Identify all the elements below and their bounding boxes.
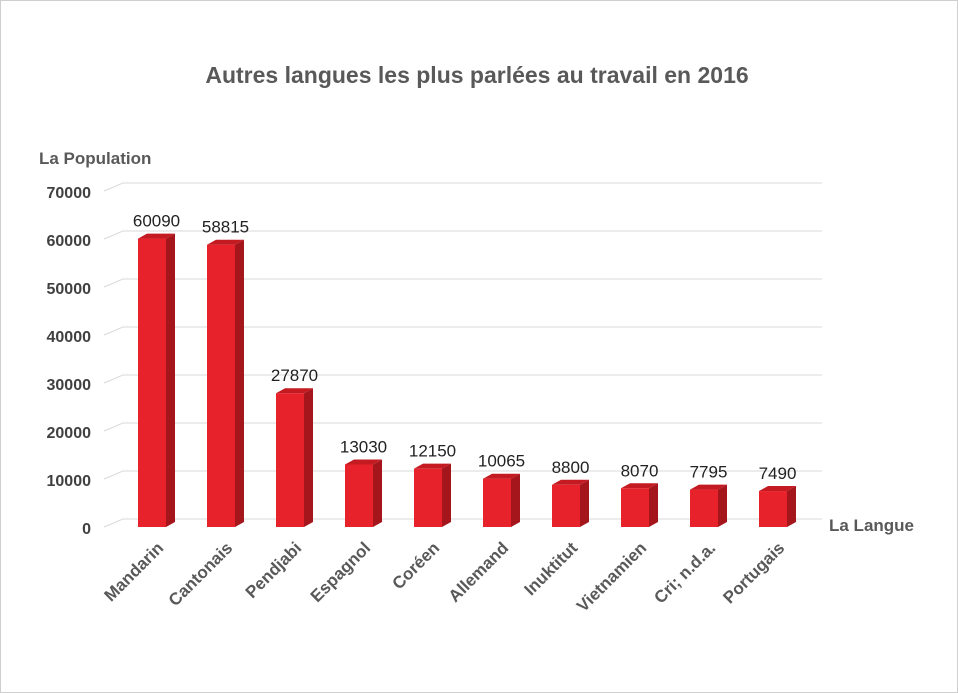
data-label: 58815 (202, 218, 249, 237)
data-label: 7795 (690, 463, 728, 482)
data-labels: 60090 58815 27870 13030 12150 10065 8800 8070 77… (133, 212, 797, 483)
bar-front (276, 393, 304, 527)
bar (621, 483, 658, 527)
gridline (103, 326, 822, 336)
bar-front (414, 468, 442, 527)
bar-top (483, 473, 520, 479)
y-tick-label: 40000 (47, 329, 92, 346)
bar (759, 486, 796, 527)
bar-top (552, 479, 589, 485)
y-tick-label: 60000 (47, 233, 92, 250)
bar-front (552, 484, 580, 527)
x-tick-label: Espagnol (307, 538, 375, 606)
bar-top (138, 233, 175, 239)
data-label: 7490 (759, 464, 797, 483)
gridline (103, 182, 822, 192)
x-tick-label: Cri; n.d.a. (650, 538, 719, 607)
y-axis-title: La Population (39, 149, 151, 168)
bar-side (580, 479, 589, 527)
bar (276, 388, 313, 527)
bar-side (511, 473, 520, 527)
bar-side (373, 459, 382, 527)
bar-top (621, 483, 658, 489)
x-tick-label: Cantonais (165, 538, 237, 610)
bars (138, 233, 796, 528)
y-tick-label: 30000 (47, 377, 92, 394)
gridlines (103, 182, 822, 528)
gridline (103, 278, 822, 288)
x-tick-label: Vietnamien (573, 538, 650, 615)
bar-top (414, 463, 451, 469)
bar-front (207, 244, 235, 528)
bar-top (690, 484, 727, 490)
x-tick-label: Pendjabi (242, 538, 306, 602)
gridline (103, 230, 822, 240)
chart-title: Autres langues les plus parlées au trava… (205, 62, 748, 88)
bar-front (345, 464, 373, 527)
y-tick-label: 20000 (47, 425, 92, 442)
bar (345, 459, 382, 527)
bar-side (442, 463, 451, 527)
y-tick-label: 10000 (47, 473, 92, 490)
data-label: 27870 (271, 366, 318, 385)
bar-front (759, 491, 787, 527)
x-axis-title: La Langue (829, 516, 914, 535)
x-tick-label: Mandarin (100, 538, 167, 605)
bar-front (483, 478, 511, 527)
data-label: 13030 (340, 437, 387, 456)
bar-side (649, 483, 658, 527)
bar (138, 233, 175, 527)
bar-side (235, 239, 244, 528)
x-tick-label: Allemand (445, 538, 513, 606)
bar (414, 463, 451, 527)
data-label: 10065 (478, 452, 525, 471)
bar (552, 479, 589, 527)
bar (207, 239, 244, 528)
y-tick-label: 70000 (47, 185, 92, 202)
bar-side (166, 233, 175, 527)
gridline (103, 422, 822, 432)
data-label: 8070 (621, 461, 659, 480)
data-label: 12150 (409, 442, 456, 461)
y-tick-label: 50000 (47, 281, 92, 298)
bar-side (304, 388, 313, 527)
x-tick-label: Inuktitut (520, 538, 581, 599)
bar-top (207, 239, 244, 245)
data-label: 8800 (552, 458, 590, 477)
y-axis-ticks: 0 10000 20000 30000 40000 50000 60000 70000 (47, 185, 92, 538)
bar (690, 484, 727, 527)
bar-front (138, 238, 166, 527)
x-tick-label: Coréen (388, 538, 443, 593)
data-label: 60090 (133, 212, 180, 231)
gridline (103, 374, 822, 384)
bar-top (345, 459, 382, 465)
y-tick-label: 0 (82, 521, 91, 538)
bar (483, 473, 520, 527)
gridline (103, 470, 822, 480)
x-tick-label: Portugais (719, 538, 788, 607)
bar-top (759, 486, 796, 492)
bar-side (718, 484, 727, 527)
bar-front (690, 489, 718, 527)
bar-front (621, 488, 649, 527)
bar-side (787, 486, 796, 527)
bar-top (276, 388, 313, 394)
